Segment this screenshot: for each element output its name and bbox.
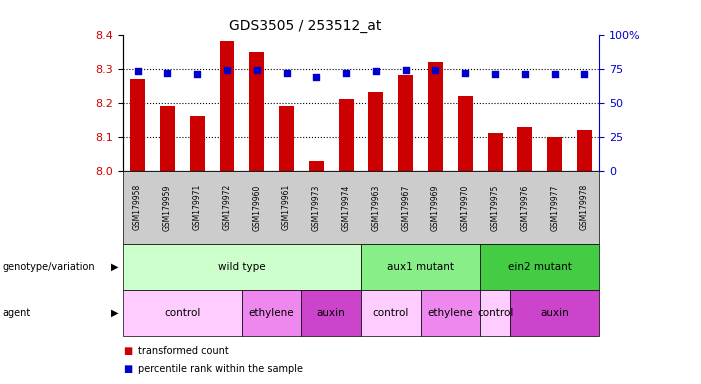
Bar (517, 127, 532, 171)
Bar (369, 93, 383, 171)
Point (341, 70, 352, 76)
Text: ein2 mutant: ein2 mutant (508, 262, 572, 272)
Text: aux1 mutant: aux1 mutant (387, 262, 454, 272)
Text: agent: agent (2, 308, 30, 318)
Point (281, 70, 292, 76)
Point (460, 70, 471, 76)
Text: control: control (164, 308, 200, 318)
Text: GSM179973: GSM179973 (312, 184, 321, 230)
Text: ■: ■ (123, 346, 132, 356)
Bar (279, 106, 294, 171)
Bar (458, 96, 472, 171)
Point (400, 67, 411, 73)
Bar (160, 106, 175, 171)
Text: ▶: ▶ (111, 262, 118, 272)
Text: GSM179958: GSM179958 (133, 184, 142, 230)
Text: ■: ■ (123, 364, 132, 374)
Bar (488, 133, 503, 171)
Text: GSM179959: GSM179959 (163, 184, 172, 230)
Text: GSM179971: GSM179971 (193, 184, 202, 230)
Bar (130, 79, 145, 171)
Text: GSM179972: GSM179972 (222, 184, 231, 230)
Bar (577, 130, 592, 171)
Text: GSM179969: GSM179969 (431, 184, 440, 230)
Text: percentile rank within the sample: percentile rank within the sample (138, 364, 303, 374)
Text: GSM179974: GSM179974 (341, 184, 350, 230)
Point (191, 71, 203, 77)
Text: GSM179963: GSM179963 (372, 184, 381, 230)
Point (579, 71, 590, 77)
Text: GSM179976: GSM179976 (520, 184, 529, 230)
Text: ethylene: ethylene (428, 308, 473, 318)
Point (222, 67, 233, 73)
Point (430, 67, 441, 73)
Text: GDS3505 / 253512_at: GDS3505 / 253512_at (229, 19, 381, 33)
Text: wild type: wild type (218, 262, 266, 272)
Text: auxin: auxin (317, 308, 346, 318)
Point (162, 70, 173, 76)
Text: GSM179961: GSM179961 (282, 184, 291, 230)
Text: control: control (373, 308, 409, 318)
Text: auxin: auxin (540, 308, 569, 318)
Point (132, 68, 143, 74)
Point (489, 71, 501, 77)
Bar (547, 137, 562, 171)
Text: transformed count: transformed count (138, 346, 229, 356)
Text: genotype/variation: genotype/variation (2, 262, 95, 272)
Text: GSM179967: GSM179967 (401, 184, 410, 230)
Text: ▶: ▶ (111, 308, 118, 318)
Text: GSM179978: GSM179978 (580, 184, 589, 230)
Bar (428, 62, 443, 171)
Text: GSM179960: GSM179960 (252, 184, 261, 230)
Point (549, 71, 560, 77)
Text: control: control (477, 308, 513, 318)
Point (251, 67, 262, 73)
Bar (190, 116, 205, 171)
Bar (309, 161, 324, 171)
Point (370, 68, 381, 74)
Text: GSM179977: GSM179977 (550, 184, 559, 230)
Bar (250, 51, 264, 171)
Bar (339, 99, 353, 171)
Bar (219, 41, 234, 171)
Text: GSM179970: GSM179970 (461, 184, 470, 230)
Point (519, 71, 531, 77)
Text: ethylene: ethylene (249, 308, 294, 318)
Point (311, 74, 322, 80)
Bar (398, 76, 413, 171)
Text: GSM179975: GSM179975 (491, 184, 500, 230)
